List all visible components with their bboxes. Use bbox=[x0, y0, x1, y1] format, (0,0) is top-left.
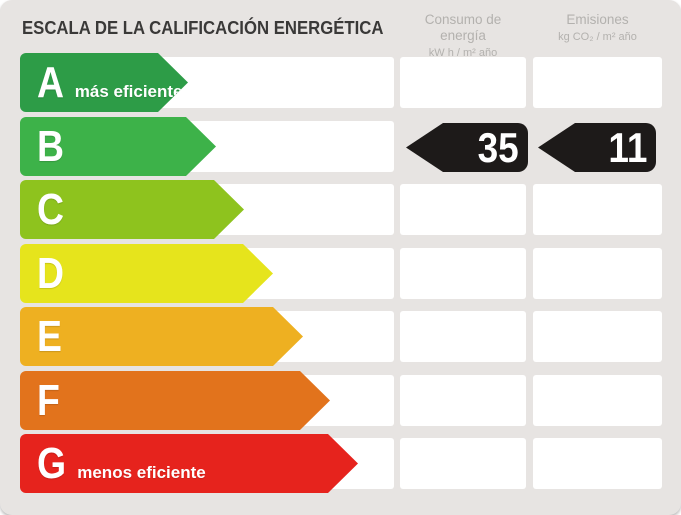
rating-letter-b: B bbox=[37, 121, 65, 171]
scale-row-c: C bbox=[0, 184, 681, 235]
consumo-value: 35 bbox=[477, 124, 519, 171]
emisiones-cell-f bbox=[533, 375, 662, 426]
rating-letter-d: D bbox=[37, 248, 65, 298]
emisiones-column-header: Emisiones kg CO₂ / m² año bbox=[533, 12, 662, 44]
consumo-cell-c bbox=[400, 184, 526, 235]
rating-arrow-c: C bbox=[20, 180, 244, 239]
emisiones-cell-d bbox=[533, 248, 662, 299]
scale-row-a: A más eficiente bbox=[0, 57, 681, 108]
consumo-cell-a bbox=[400, 57, 526, 108]
emisiones-cell-g bbox=[533, 438, 662, 489]
scale-row-e: E bbox=[0, 311, 681, 362]
consumo-cell-e bbox=[400, 311, 526, 362]
emisiones-column-label: Emisiones bbox=[566, 12, 629, 27]
rating-arrow-g: G menos eficiente bbox=[20, 434, 358, 493]
emisiones-cell-a bbox=[533, 57, 662, 108]
page-title: ESCALA DE LA CALIFICACIÓN ENERGÉTICA bbox=[22, 18, 384, 38]
consumo-cell-d bbox=[400, 248, 526, 299]
rating-note-a: más eficiente bbox=[74, 81, 183, 101]
consumo-cell-g bbox=[400, 438, 526, 489]
rating-letter-a: A bbox=[37, 57, 65, 107]
consumo-column-label: Consumo de energía bbox=[424, 12, 502, 44]
rating-note-g: menos eficiente bbox=[77, 462, 206, 482]
rating-arrow-b: B bbox=[20, 117, 216, 176]
consumo-column-header: Consumo de energía kW h / m² año bbox=[400, 12, 526, 61]
emisiones-column-unit: kg CO₂ / m² año bbox=[558, 31, 637, 44]
consumo-column-unit: kW h / m² año bbox=[428, 47, 498, 60]
emisiones-cell-e bbox=[533, 311, 662, 362]
consumo-cell-f bbox=[400, 375, 526, 426]
rating-letter-f: F bbox=[37, 375, 60, 425]
scale-row-b: B 35 11 bbox=[0, 121, 681, 172]
emisiones-cell-c bbox=[533, 184, 662, 235]
rating-letter-e: E bbox=[37, 311, 62, 361]
emisiones-value: 11 bbox=[607, 124, 647, 171]
rating-letter-g: G bbox=[37, 438, 67, 488]
rating-arrow-e: E bbox=[20, 307, 303, 366]
scale-row-f: F bbox=[0, 375, 681, 426]
scale-row-d: D bbox=[0, 248, 681, 299]
consumo-value-badge: 35 bbox=[406, 123, 528, 172]
emisiones-value-badge: 11 bbox=[538, 123, 656, 172]
rating-letter-c: C bbox=[37, 184, 65, 234]
scale-row-g: G menos eficiente bbox=[0, 438, 681, 489]
rating-arrow-a: A más eficiente bbox=[20, 53, 188, 112]
rating-arrow-d: D bbox=[20, 244, 273, 303]
rating-arrow-f: F bbox=[20, 371, 330, 430]
